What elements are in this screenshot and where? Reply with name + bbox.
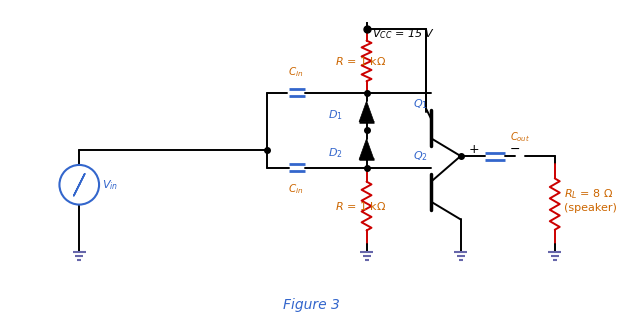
Text: −: − (510, 143, 521, 156)
Text: $C_{in}$: $C_{in}$ (288, 65, 303, 79)
Text: $V_{in}$: $V_{in}$ (102, 178, 118, 192)
Text: $D_2$: $D_2$ (328, 146, 343, 160)
Polygon shape (359, 139, 374, 160)
Polygon shape (359, 101, 374, 122)
Text: +: + (469, 143, 479, 156)
Text: $C_{out}$: $C_{out}$ (510, 130, 531, 144)
Text: $R_L$ = 8 Ω
(speaker): $R_L$ = 8 Ω (speaker) (564, 188, 617, 213)
Text: $C_{in}$: $C_{in}$ (288, 182, 303, 196)
Text: $R$ = 1 kΩ: $R$ = 1 kΩ (335, 200, 386, 212)
Text: $Q_2$: $Q_2$ (413, 149, 428, 163)
Text: $V_{CC}$ = 15 V: $V_{CC}$ = 15 V (372, 27, 436, 41)
Text: $R$ = 1 kΩ: $R$ = 1 kΩ (335, 55, 386, 67)
Text: $D_1$: $D_1$ (328, 108, 343, 122)
Text: Figure 3: Figure 3 (283, 298, 340, 312)
Text: $Q_1$: $Q_1$ (413, 98, 428, 111)
